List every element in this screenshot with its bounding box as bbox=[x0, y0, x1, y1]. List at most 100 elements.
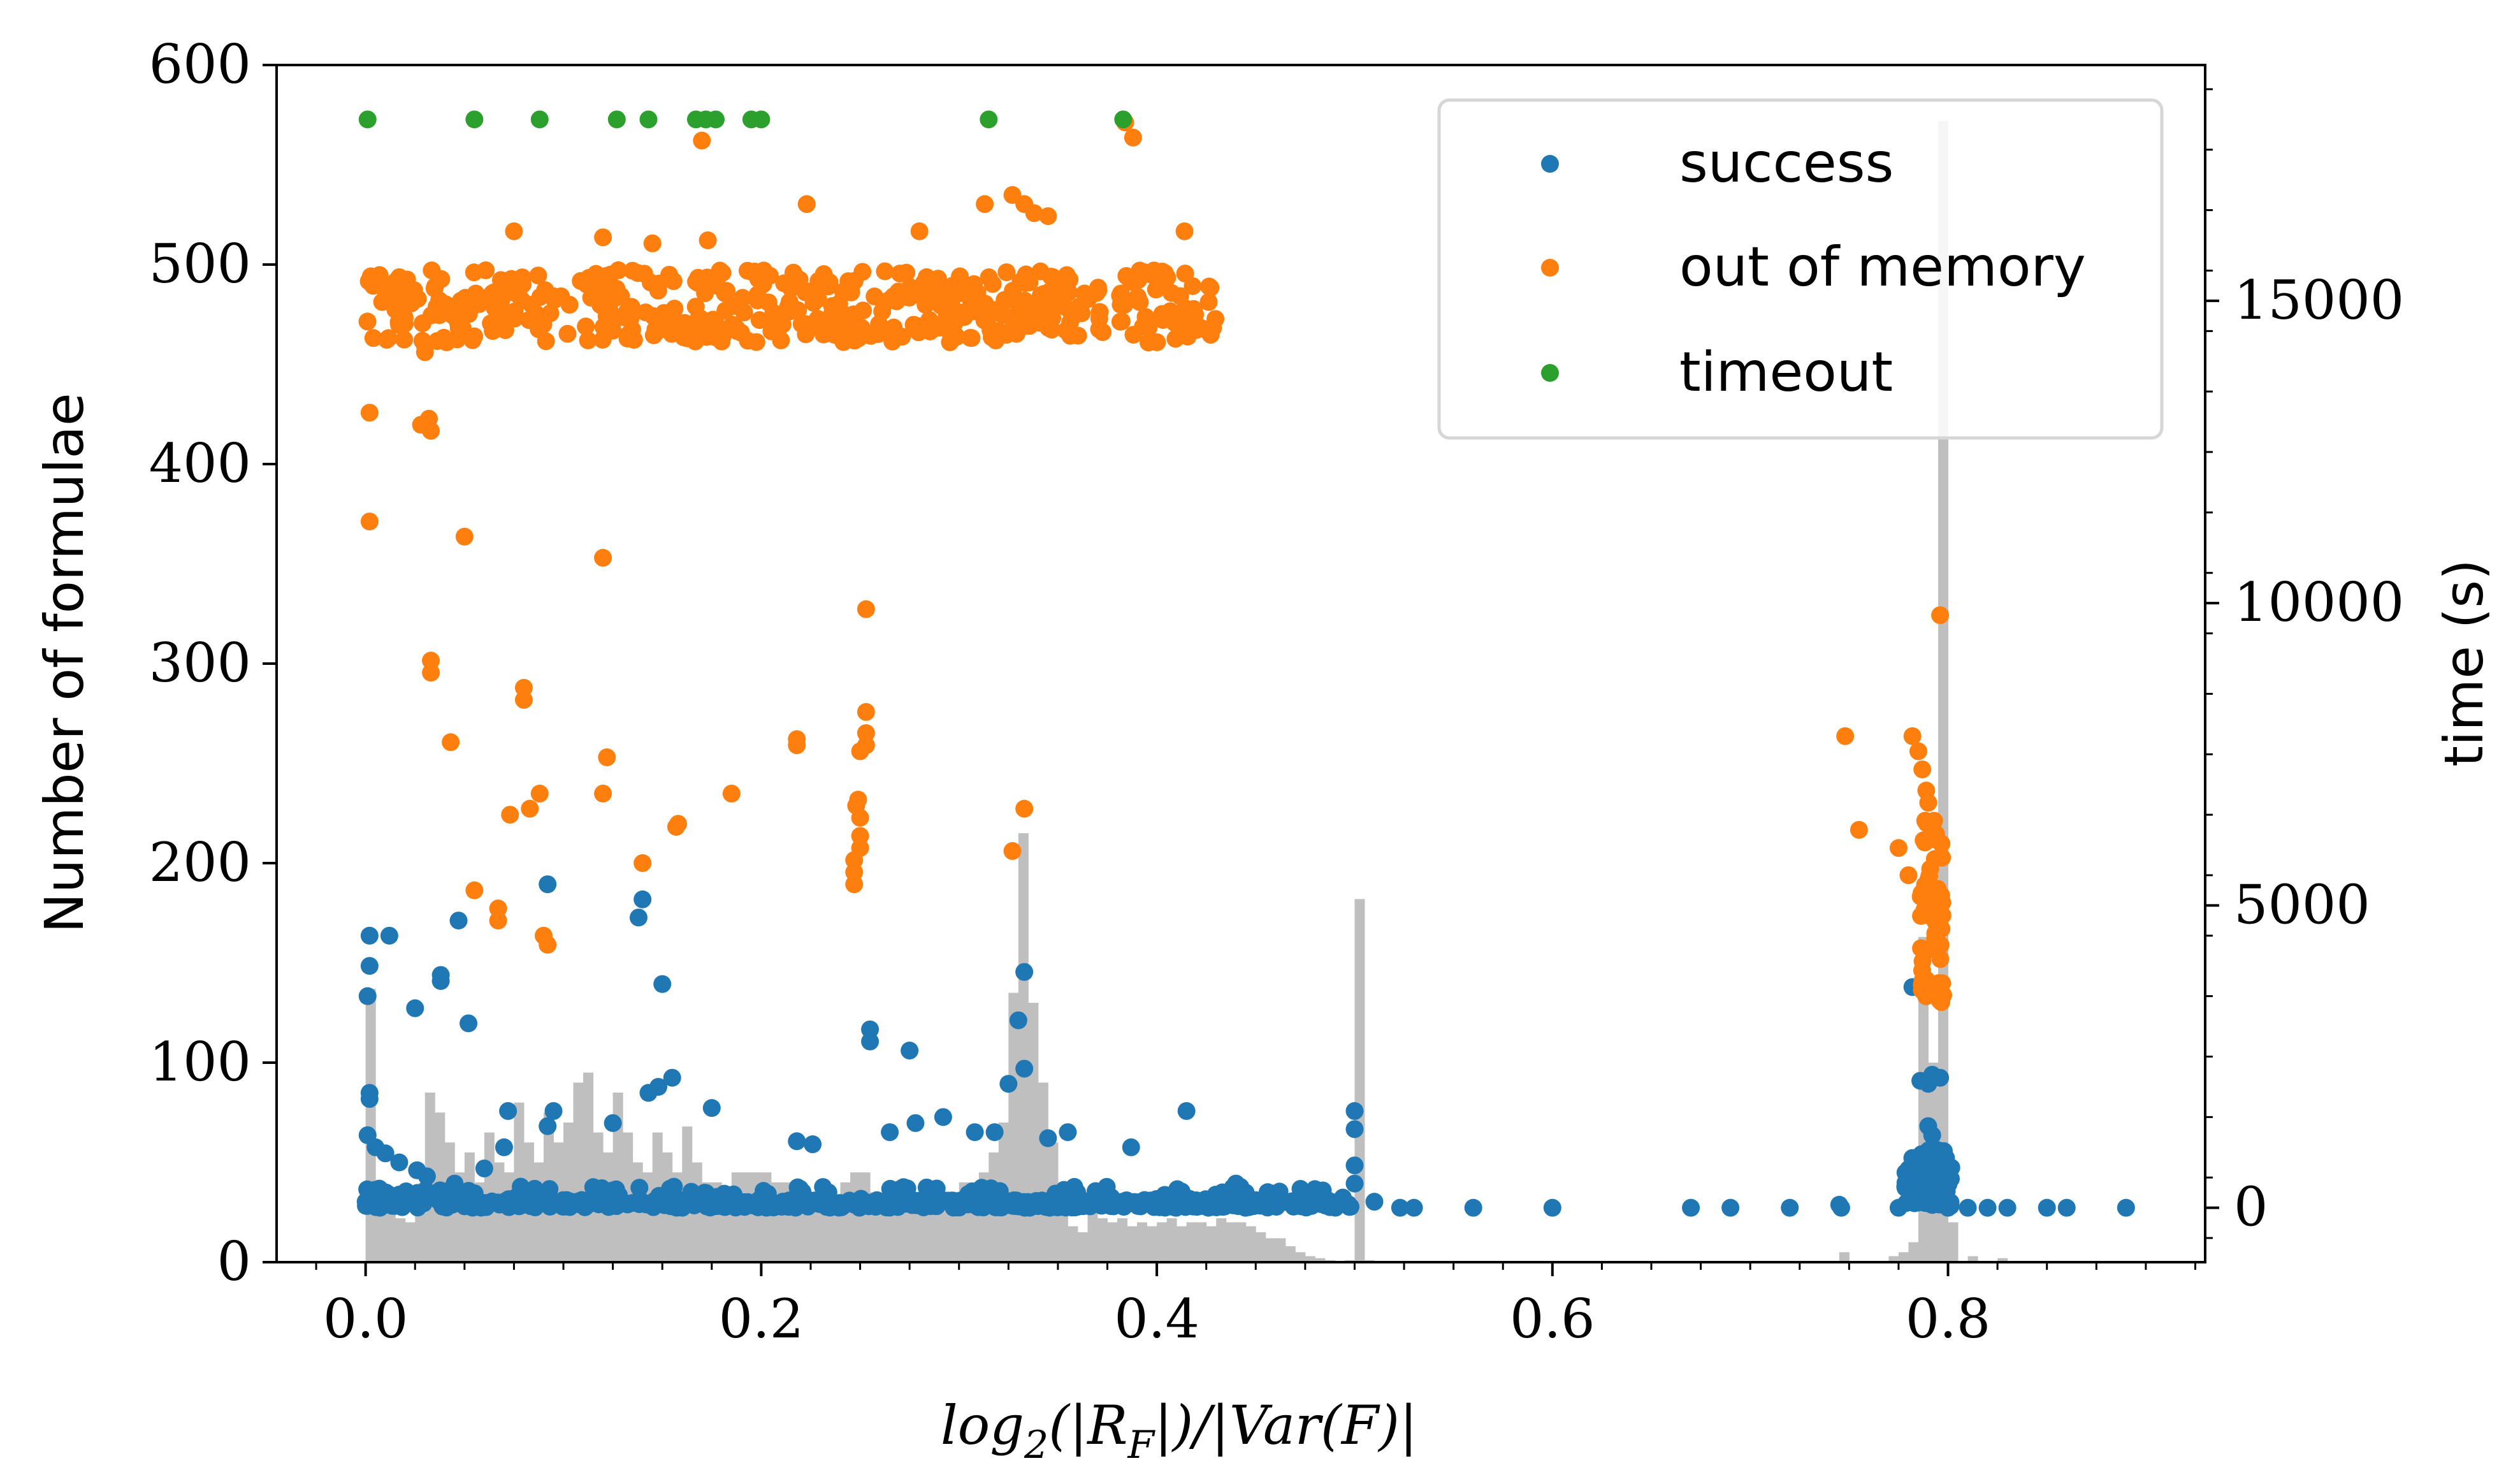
success-point-770 bbox=[1227, 1174, 1245, 1193]
out-of-memory-point-604 bbox=[1903, 727, 1922, 745]
out-of-memory-point-606 bbox=[1913, 760, 1932, 778]
out-of-memory-point-468 bbox=[853, 263, 872, 281]
histogram-bar-75 bbox=[1107, 1222, 1118, 1262]
success-point-771 bbox=[1306, 1190, 1324, 1208]
y-right-tick-label-0: 0 bbox=[2234, 1176, 2268, 1239]
timeout-point-10 bbox=[980, 110, 998, 129]
out-of-memory-point-443 bbox=[917, 268, 936, 286]
out-of-memory-point-610 bbox=[1931, 606, 1950, 625]
success-point-761 bbox=[934, 1108, 952, 1126]
out-of-memory-point-474 bbox=[560, 296, 579, 314]
y-axis-right-title: time (s) bbox=[2433, 559, 2495, 767]
success-point-640 bbox=[1086, 1191, 1104, 1209]
out-of-memory-point-361 bbox=[477, 261, 495, 280]
success-point-610 bbox=[752, 1195, 771, 1214]
out-of-memory-point-359 bbox=[496, 321, 514, 339]
success-point-461 bbox=[366, 1181, 384, 1199]
out-of-memory-point-401 bbox=[1057, 321, 1075, 340]
out-of-memory-point-402 bbox=[432, 270, 451, 288]
out-of-memory-point-605 bbox=[1909, 742, 1927, 760]
success-point-565 bbox=[359, 1195, 377, 1213]
out-of-memory-point-445 bbox=[1006, 311, 1025, 330]
success-point-758 bbox=[804, 1135, 822, 1154]
out-of-memory-point-409 bbox=[1176, 265, 1194, 283]
success-point-635 bbox=[772, 1198, 791, 1216]
histogram-bar-84 bbox=[1196, 1222, 1207, 1262]
timeout-point-1 bbox=[465, 110, 484, 129]
y-right-tick-label-2: 10000 bbox=[2234, 571, 2404, 634]
out-of-memory-point-381 bbox=[544, 287, 562, 305]
histogram-bar-93 bbox=[1285, 1246, 1296, 1262]
out-of-memory-point-526 bbox=[1917, 971, 1936, 989]
out-of-memory-point-384 bbox=[687, 272, 706, 291]
legend-label-out-of-memory: out of memory bbox=[1679, 235, 2086, 299]
success-point-503 bbox=[617, 1194, 635, 1212]
success-point-742 bbox=[376, 1144, 395, 1163]
out-of-memory-point-165 bbox=[1089, 279, 1108, 297]
success-point-632 bbox=[515, 1181, 533, 1200]
out-of-memory-point-567 bbox=[722, 784, 741, 803]
out-of-memory-point-603 bbox=[1899, 866, 1918, 884]
out-of-memory-point-205 bbox=[734, 289, 752, 307]
success-point-721 bbox=[360, 957, 379, 975]
success-point-629 bbox=[1258, 1198, 1277, 1217]
success-point-795 bbox=[1931, 1147, 1950, 1166]
histogram-bar-101 bbox=[1839, 1252, 1850, 1262]
success-point-582 bbox=[1003, 1195, 1022, 1214]
success-point-730 bbox=[634, 890, 652, 908]
out-of-memory-point-227 bbox=[618, 330, 637, 348]
out-of-memory-point-137 bbox=[750, 311, 769, 330]
out-of-memory-point-450 bbox=[602, 280, 620, 299]
out-of-memory-point-279 bbox=[660, 265, 679, 284]
out-of-memory-point-358 bbox=[1075, 284, 1094, 303]
success-point-739 bbox=[360, 1084, 379, 1102]
success-point-762 bbox=[966, 1123, 984, 1142]
out-of-memory-point-478 bbox=[991, 323, 1010, 341]
out-of-memory-point-157 bbox=[1090, 309, 1108, 328]
out-of-memory-point-465 bbox=[851, 328, 869, 347]
out-of-memory-point-311 bbox=[435, 328, 453, 347]
out-of-memory-point-379 bbox=[379, 292, 398, 310]
success-point-793 bbox=[1923, 1126, 1941, 1144]
success-point-759 bbox=[906, 1114, 925, 1132]
out-of-memory-point-428 bbox=[537, 332, 555, 351]
histogram-bar-88 bbox=[1236, 1222, 1247, 1262]
legend-label-timeout: timeout bbox=[1679, 340, 1893, 404]
out-of-memory-point-391 bbox=[398, 275, 416, 294]
out-of-memory-point-456 bbox=[764, 303, 783, 322]
success-point-567 bbox=[565, 1193, 583, 1212]
y-tick-label-4: 400 bbox=[149, 432, 251, 495]
success-point-760 bbox=[881, 1123, 899, 1142]
timeout-point-3 bbox=[607, 110, 626, 129]
x-tick-label-4: 0.8 bbox=[1906, 1288, 1991, 1350]
out-of-memory-point-446 bbox=[911, 317, 930, 335]
out-of-memory-point-571 bbox=[845, 875, 864, 894]
out-of-memory-point-589 bbox=[594, 228, 612, 247]
timeout-point-7 bbox=[706, 110, 725, 129]
histogram-bar-80 bbox=[1157, 1222, 1168, 1262]
success-point-747 bbox=[475, 1159, 493, 1177]
out-of-memory-point-477 bbox=[1201, 279, 1220, 297]
y-tick-label-3: 300 bbox=[149, 632, 251, 694]
histogram-bar-68 bbox=[1038, 1082, 1048, 1262]
out-of-memory-point-346 bbox=[961, 329, 980, 347]
histogram-bar-1 bbox=[375, 1202, 386, 1262]
success-point-624 bbox=[1027, 1193, 1045, 1211]
out-of-memory-point-437 bbox=[947, 328, 966, 346]
out-of-memory-point-400 bbox=[593, 330, 612, 349]
out-of-memory-point-583 bbox=[1003, 842, 1022, 861]
success-point-599 bbox=[917, 1178, 936, 1197]
out-of-memory-point-471 bbox=[749, 270, 767, 288]
out-of-memory-point-538 bbox=[1913, 952, 1932, 971]
y-tick-label-6: 600 bbox=[149, 33, 251, 96]
out-of-memory-point-470 bbox=[599, 302, 618, 321]
success-point-649 bbox=[721, 1191, 740, 1209]
success-point-801 bbox=[2057, 1198, 2076, 1217]
y-tick-label-2: 200 bbox=[149, 831, 251, 894]
success-point-766 bbox=[1039, 1129, 1057, 1147]
out-of-memory-point-448 bbox=[951, 267, 969, 286]
success-point-802 bbox=[2117, 1198, 2135, 1217]
out-of-memory-point-546 bbox=[422, 421, 440, 440]
out-of-memory-point-479 bbox=[769, 319, 788, 338]
histogram-bar-4 bbox=[405, 1222, 416, 1262]
